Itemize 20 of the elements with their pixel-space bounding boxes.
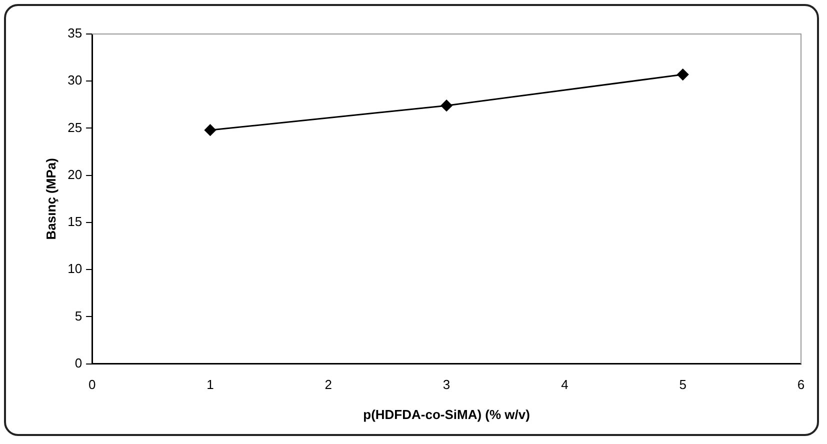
point (677, 68, 689, 80)
y-tick-label: 25 (68, 120, 82, 135)
x-tick-label: 2 (324, 377, 332, 392)
y-tick-label: 35 (68, 26, 82, 41)
y-tick-label: 5 (74, 308, 82, 324)
x-tick-label: 4 (561, 377, 568, 392)
y-tick-label: 0 (74, 355, 82, 370)
y-tick-label: 20 (68, 166, 82, 182)
point (204, 124, 216, 136)
y-tick-label: 15 (68, 214, 82, 230)
x-tick-label: 1 (206, 377, 214, 392)
x-tick-label: 3 (442, 377, 450, 392)
y-tick-label: 10 (68, 261, 82, 276)
x-tick-label: 5 (679, 377, 686, 392)
point (440, 100, 452, 112)
x-axis-title: p(HDFDA-co-SiMA) (% w/v) (363, 406, 530, 422)
x-tick-label: 6 (797, 377, 805, 392)
y-tick-label: 30 (68, 72, 82, 88)
x-tick-label: 0 (88, 377, 96, 392)
y-axis-title: Basınç (MPa) (43, 158, 58, 240)
